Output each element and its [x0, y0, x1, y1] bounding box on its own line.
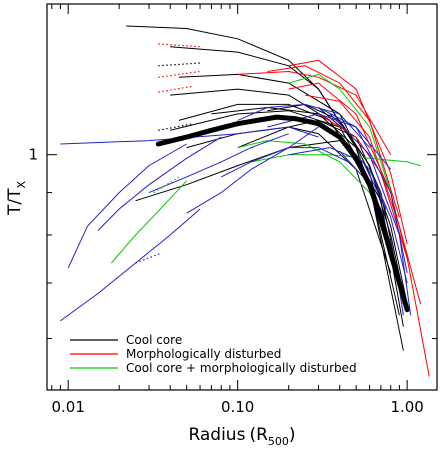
x-tick-label: 0.01	[51, 398, 84, 416]
y-axis-subscript: X	[15, 181, 28, 189]
plot-frame	[46, 3, 438, 391]
extrapolated-segment-both	[153, 176, 180, 194]
axis-ticks: 0.01 0.10 1.00 1	[28, 4, 437, 416]
series-line-disturbed	[267, 65, 400, 218]
x-axis-label: Radius	[188, 425, 245, 445]
series-line-other	[60, 126, 319, 145]
series-line-other	[237, 103, 370, 148]
y-axis-title: T/TX	[5, 181, 28, 217]
x-axis-subscript: 500	[268, 435, 289, 448]
legend-label: Cool core	[126, 333, 182, 347]
extrapolated-layer	[135, 43, 201, 264]
series-line-other	[220, 147, 349, 178]
series-line-both	[237, 140, 392, 245]
series-line-cool_core	[186, 126, 392, 274]
series-line-both	[288, 73, 392, 193]
extrapolated-segment-cool_core	[158, 62, 201, 67]
series-line-disturbed	[288, 59, 408, 245]
series-line-cool_core	[126, 25, 357, 148]
series-line-disturbed	[305, 94, 422, 305]
x-tick-label: 0.10	[221, 398, 254, 416]
series-line-other	[186, 126, 319, 214]
series-line-other	[67, 143, 187, 269]
legend-label: Cool core + morphologically disturbed	[126, 361, 357, 375]
series-line-other	[97, 136, 222, 231]
mean-profile-line	[155, 114, 410, 313]
series-line-other	[288, 147, 387, 210]
series-line-other	[148, 133, 289, 194]
x-tick-label: 1.00	[390, 398, 423, 416]
extrapolated-segment-disturbed	[158, 85, 194, 93]
series-line-disturbed	[288, 82, 408, 259]
x-axis-paren-open: (	[249, 425, 256, 445]
y-axis-label: T/T	[5, 188, 25, 216]
extrapolated-segment-disturbed	[158, 43, 201, 48]
series-line-disturbed	[237, 70, 392, 155]
series-line-cool_core	[170, 46, 392, 245]
x-axis-paren-close: )	[289, 425, 296, 445]
x-axis-symbol: R	[256, 425, 268, 445]
legend-label: Morphologically disturbed	[126, 347, 281, 361]
series-line-cool_core	[318, 107, 408, 305]
series-line-both	[111, 180, 187, 264]
series-line-cool_core	[135, 140, 340, 202]
y-tick-label: 1	[28, 146, 38, 164]
series-layer	[60, 25, 430, 377]
series-line-other	[60, 208, 201, 322]
extrapolated-segment-disturbed	[158, 70, 201, 78]
series-line-cool_core	[170, 88, 404, 351]
x-axis-title: Radius (R500)	[188, 425, 295, 448]
extrapolated-segment-other	[135, 252, 161, 264]
mean-layer	[155, 114, 410, 313]
